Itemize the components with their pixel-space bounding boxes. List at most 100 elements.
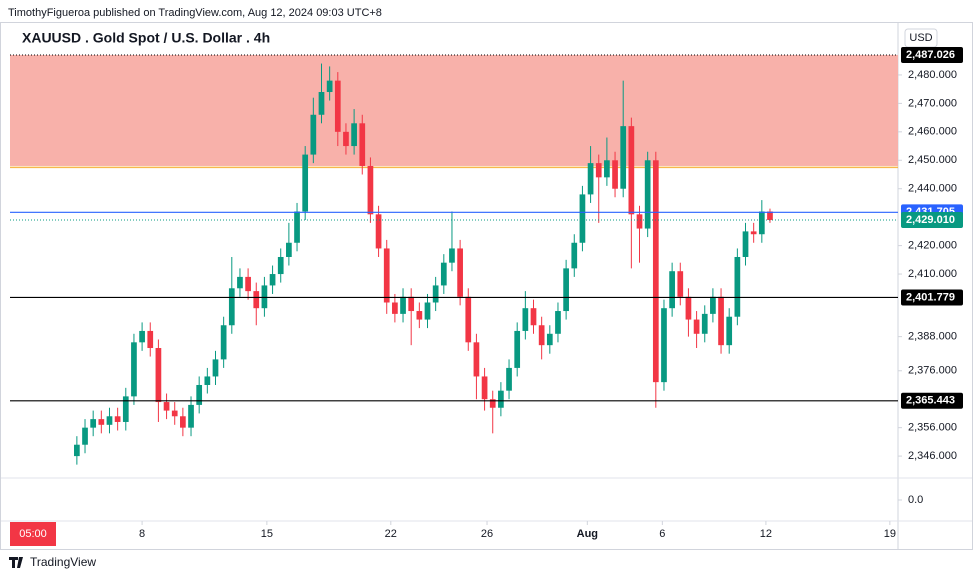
candle-body (767, 211, 773, 220)
candle-body (587, 163, 594, 195)
candle-body (661, 308, 667, 383)
candle-body (163, 402, 170, 411)
candle-body (269, 274, 276, 286)
candle-body (612, 160, 618, 189)
candle-body (620, 126, 627, 189)
candle-body (318, 92, 325, 115)
brand: TradingView (30, 555, 96, 569)
candle-body (122, 396, 129, 422)
candle-body (571, 242, 578, 269)
candle-body (106, 416, 113, 425)
candle-body (261, 285, 268, 309)
candle-body (277, 256, 284, 275)
candle-body (677, 271, 684, 297)
candle-body (652, 160, 659, 383)
candle-body (359, 123, 366, 166)
candle-body (628, 126, 635, 215)
candle-body (188, 404, 194, 428)
candle-body (563, 268, 569, 312)
candle-body (204, 376, 211, 385)
candle-body (742, 231, 749, 257)
candle-body (343, 131, 349, 147)
candle-body (644, 160, 651, 229)
level-label: 2,487.026 (906, 49, 955, 61)
candle-body (400, 296, 406, 314)
x-tick-label: 15 (261, 528, 273, 540)
candle-body (726, 316, 733, 346)
candle-body (449, 248, 455, 263)
logo (9, 557, 23, 568)
candle-body (114, 416, 121, 422)
candle-body (392, 302, 398, 314)
level-label: 2,401.779 (906, 291, 955, 303)
level-label-box (901, 392, 963, 409)
candle-body (245, 276, 251, 292)
level-label: 2,365.443 (906, 395, 955, 407)
chart-title: XAUUSD . Gold Spot / U.S. Dollar . 4h (22, 30, 270, 46)
candle-body (604, 160, 610, 178)
candle-body (432, 285, 439, 303)
candle-body (522, 308, 529, 331)
candle-body (74, 444, 80, 457)
y-tick-label: 2,356.000 (908, 422, 957, 434)
frame (0, 22, 973, 550)
candle-body (155, 348, 162, 403)
candle-body (489, 399, 496, 408)
x-tick-label: Aug (577, 528, 598, 540)
candle-body (685, 296, 692, 320)
byline: TimothyFigueroa published on TradingView… (8, 7, 382, 19)
candle-body (82, 427, 88, 445)
candle-body (530, 308, 537, 326)
candle-body (424, 302, 431, 320)
y-tick-label: 2,410.000 (908, 268, 957, 280)
time-label: 05:00 (19, 528, 47, 540)
candle-body (212, 359, 219, 377)
level-label-box (901, 46, 963, 63)
candle-body (498, 390, 504, 408)
currency: USD (909, 32, 932, 44)
candle-body (440, 262, 447, 286)
candle-body (693, 319, 700, 334)
candle-body (416, 311, 423, 320)
y-tick-label: 2,388.000 (908, 331, 957, 343)
candle-body (131, 342, 137, 397)
candle-body (457, 248, 463, 297)
x-tick-label: 26 (481, 528, 493, 540)
candle-body (758, 211, 765, 235)
y-tick-label: 2,420.000 (908, 240, 957, 252)
time-label-box (10, 522, 56, 546)
candle-body (139, 330, 145, 343)
candle-body (595, 163, 602, 178)
candle-body (237, 276, 243, 289)
candle-body (310, 114, 317, 155)
candle-body (286, 242, 292, 257)
level-label-box (901, 211, 963, 228)
candle-body (669, 271, 675, 309)
resistance-zone (10, 54, 898, 166)
candle-body (710, 296, 716, 314)
candle-body (750, 231, 757, 235)
y-tick-label: 2,450.000 (908, 154, 957, 166)
candle-body (481, 376, 488, 400)
candle-body (253, 291, 260, 309)
candle-body (180, 416, 186, 428)
candle-body (579, 194, 586, 243)
candle-body (506, 367, 512, 391)
y-tick-label: 2,480.000 (908, 69, 957, 81)
level-label: 2,429.010 (906, 214, 955, 226)
candle-body (90, 419, 97, 428)
candle-body (220, 325, 227, 360)
level-label-box (901, 289, 963, 306)
y-tick-label: 2,440.000 (908, 183, 957, 195)
y-tick-label: 2,460.000 (908, 126, 957, 138)
x-tick-label: 6 (659, 528, 665, 540)
x-tick-label: 19 (884, 528, 896, 540)
candle-body (326, 80, 333, 93)
candle-body (473, 342, 480, 377)
candle-body (302, 154, 309, 212)
candle-body (408, 296, 415, 312)
candle-body (514, 330, 521, 368)
y-tick-label: 2,376.000 (908, 365, 957, 377)
candle-body (383, 248, 390, 303)
